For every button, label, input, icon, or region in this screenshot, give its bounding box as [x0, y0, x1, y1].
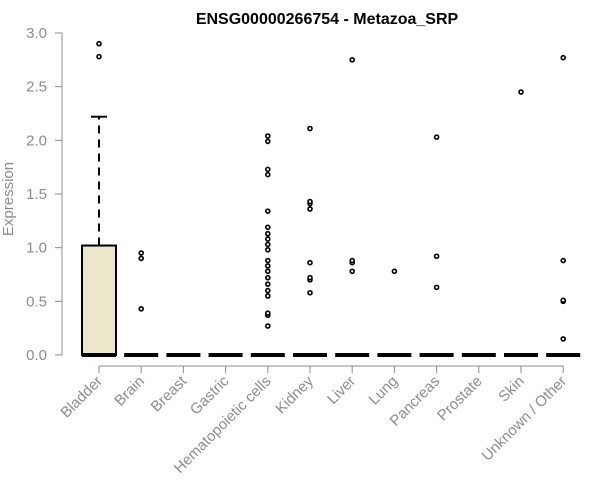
- outlier-point: [307, 259, 313, 266]
- x-tick-label: Kidney: [272, 372, 317, 417]
- box-group-bladder: [81, 40, 117, 357]
- outlier-point: [96, 40, 102, 47]
- outlier-point: [307, 274, 313, 281]
- outlier-point: [264, 293, 271, 299]
- outlier-point: [433, 284, 440, 291]
- chart-title: ENSG00000266754 - Metazoa_SRP: [196, 11, 459, 28]
- outlier-point: [264, 241, 271, 248]
- plot-area: [81, 40, 581, 357]
- box-group-liver: [335, 57, 370, 357]
- y-axis: 0.0 0.5 1.0 1.5 2.0 2.5 3.0: [26, 25, 63, 364]
- outlier-point: [391, 268, 398, 275]
- outlier-point: [560, 297, 567, 304]
- outlier-point: [264, 138, 271, 145]
- outlier-point: [264, 310, 271, 316]
- box-group-pancreas: [419, 134, 454, 357]
- outlier-point: [349, 268, 356, 275]
- outlier-point: [264, 268, 271, 275]
- outlier-point: [307, 125, 313, 132]
- outlier-point: [264, 171, 271, 178]
- box-group-hematopoietic-cells: [250, 133, 285, 357]
- outlier-point: [264, 274, 271, 281]
- y-axis-label: Expression: [0, 162, 17, 236]
- outlier-point: [96, 53, 102, 60]
- box-group-brain: [124, 250, 159, 357]
- outlier-point: [264, 166, 271, 173]
- y-tick-label: 1.5: [26, 186, 47, 203]
- y-tick-label: 0.0: [26, 347, 47, 364]
- x-tick-label: Bladder: [57, 373, 106, 422]
- iqr-box: [81, 244, 117, 357]
- x-tick-label: Liver: [324, 373, 359, 408]
- outlier-point: [138, 250, 144, 256]
- y-tick-label: 3.0: [26, 25, 47, 42]
- x-tick-label: Brain: [111, 373, 148, 410]
- outlier-point: [264, 287, 271, 294]
- outlier-point: [264, 133, 271, 139]
- x-tick-label: Skin: [495, 373, 528, 406]
- outlier-point: [264, 281, 271, 287]
- box-group-skin: [504, 89, 538, 357]
- x-tick-label: Breast: [148, 372, 191, 415]
- outlier-point: [264, 224, 271, 231]
- outlier-point: [138, 255, 144, 262]
- outlier-point: [349, 257, 356, 264]
- outlier-point: [264, 257, 271, 264]
- outlier-point: [433, 134, 440, 140]
- outlier-point: [264, 230, 271, 237]
- outlier-point: [138, 306, 144, 312]
- y-tick-label: 1.0: [26, 240, 47, 257]
- outlier-point: [560, 54, 567, 61]
- box-group-unknown-other: [546, 54, 581, 357]
- outlier-point: [307, 289, 313, 296]
- outlier-point: [264, 247, 271, 253]
- x-tick-label: Lung: [366, 373, 402, 409]
- outlier-point: [307, 206, 313, 212]
- y-tick-label: 0.5: [26, 293, 47, 310]
- outlier-point: [264, 236, 271, 242]
- outlier-point: [264, 208, 271, 214]
- outlier-point: [433, 253, 440, 260]
- outlier-point: [560, 336, 567, 342]
- y-tick-label: 2.5: [26, 79, 47, 96]
- box-group-kidney: [293, 125, 327, 357]
- outlier-point: [349, 57, 356, 63]
- outlier-point: [264, 323, 271, 329]
- x-tick-label: Prostate: [434, 373, 486, 425]
- outlier-point: [560, 257, 567, 264]
- outlier-point: [518, 89, 524, 95]
- box-group-lung: [377, 268, 412, 357]
- outlier-point: [307, 198, 313, 205]
- outlier-point: [264, 263, 271, 269]
- y-tick-label: 2.0: [26, 132, 47, 149]
